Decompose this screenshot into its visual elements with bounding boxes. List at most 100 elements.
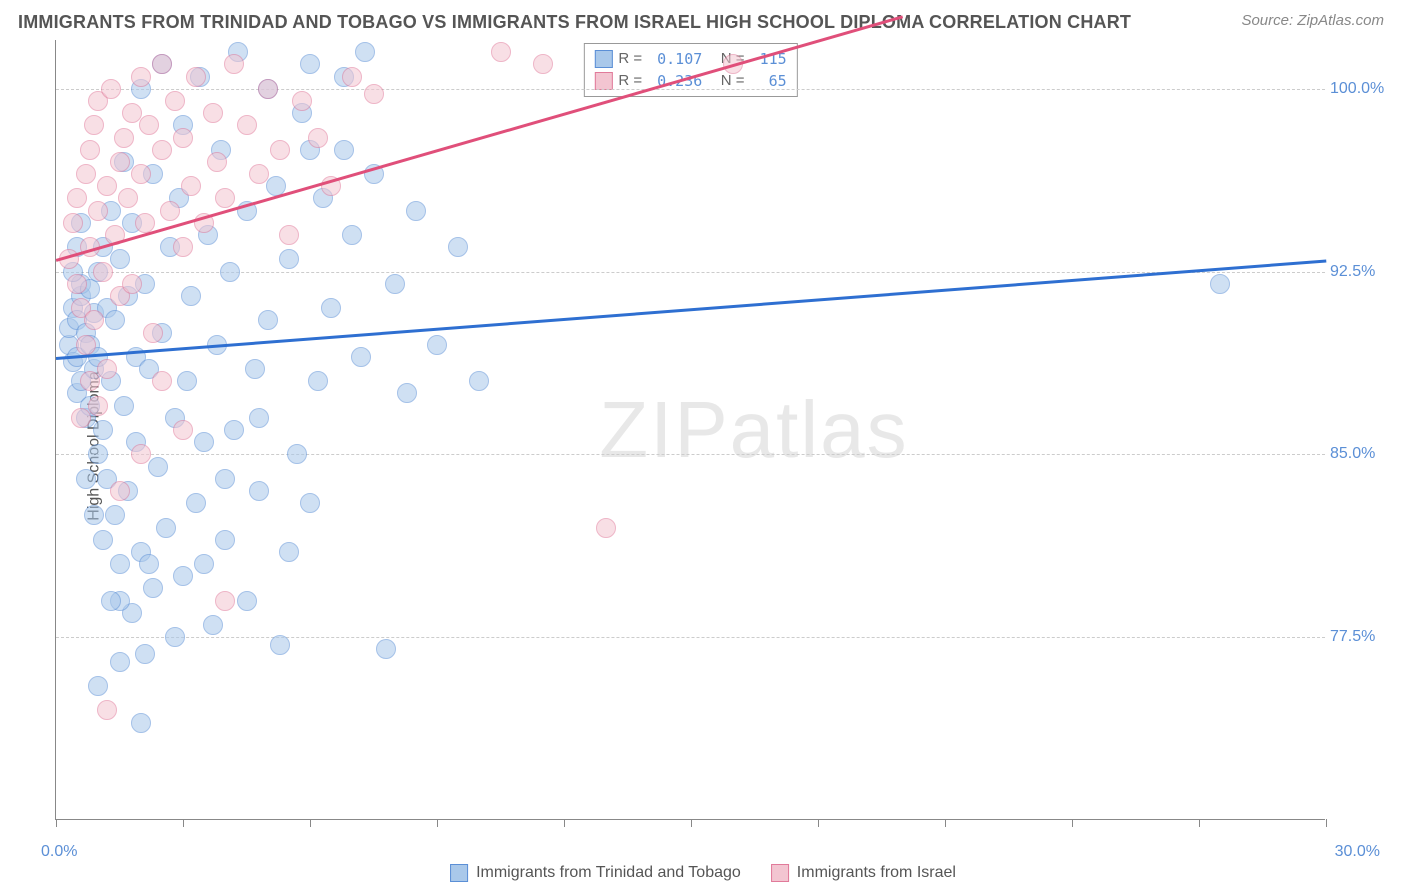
scatter-point: [1210, 274, 1230, 294]
scatter-point: [173, 420, 193, 440]
scatter-point: [110, 249, 130, 269]
scatter-point: [114, 128, 134, 148]
scatter-point: [249, 481, 269, 501]
y-tick-label: 77.5%: [1330, 628, 1400, 646]
scatter-point: [156, 518, 176, 538]
scatter-point: [203, 615, 223, 635]
scatter-point: [300, 493, 320, 513]
scatter-point: [131, 713, 151, 733]
scatter-point: [97, 700, 117, 720]
scatter-point: [97, 359, 117, 379]
scatter-point: [245, 359, 265, 379]
y-tick-label: 85.0%: [1330, 445, 1400, 463]
scatter-point: [165, 627, 185, 647]
scatter-point: [131, 444, 151, 464]
scatter-point: [224, 54, 244, 74]
scatter-point: [80, 140, 100, 160]
scatter-point: [321, 298, 341, 318]
x-axis-max-label: 30.0%: [1335, 843, 1380, 861]
scatter-point: [596, 518, 616, 538]
scatter-point: [194, 554, 214, 574]
scatter-point: [88, 676, 108, 696]
scatter-point: [491, 42, 511, 62]
scatter-point: [131, 164, 151, 184]
scatter-point: [76, 335, 96, 355]
scatter-point: [406, 201, 426, 221]
scatter-point: [308, 371, 328, 391]
scatter-point: [114, 396, 134, 416]
scatter-point: [376, 639, 396, 659]
scatter-point: [110, 554, 130, 574]
x-tick: [1072, 819, 1073, 827]
scatter-point: [152, 54, 172, 74]
scatter-point: [207, 152, 227, 172]
r-value: 0.107: [648, 48, 702, 70]
scatter-point: [469, 371, 489, 391]
plot-area: ZIPatlas R = 0.107 N = 115R = 0.236 N = …: [55, 40, 1325, 820]
scatter-point: [139, 115, 159, 135]
scatter-point: [135, 644, 155, 664]
scatter-point: [93, 262, 113, 282]
scatter-point: [355, 42, 375, 62]
scatter-point: [143, 323, 163, 343]
y-tick-label: 92.5%: [1330, 263, 1400, 281]
scatter-point: [143, 578, 163, 598]
legend-bottom: Immigrants from Trinidad and Tobago Immig…: [450, 864, 956, 882]
scatter-point: [165, 91, 185, 111]
legend-item: Immigrants from Trinidad and Tobago: [450, 864, 741, 882]
legend-label: Immigrants from Trinidad and Tobago: [476, 864, 741, 882]
scatter-point: [173, 128, 193, 148]
x-tick: [564, 819, 565, 827]
scatter-point: [173, 237, 193, 257]
scatter-point: [292, 91, 312, 111]
scatter-point: [194, 432, 214, 452]
scatter-point: [76, 164, 96, 184]
scatter-point: [215, 591, 235, 611]
x-tick: [183, 819, 184, 827]
x-tick: [691, 819, 692, 827]
scatter-point: [88, 201, 108, 221]
x-tick: [945, 819, 946, 827]
scatter-point: [97, 176, 117, 196]
scatter-point: [105, 505, 125, 525]
scatter-point: [101, 591, 121, 611]
scatter-point: [67, 274, 87, 294]
scatter-point: [397, 383, 417, 403]
scatter-point: [279, 225, 299, 245]
scatter-point: [220, 262, 240, 282]
scatter-point: [160, 201, 180, 221]
scatter-point: [249, 164, 269, 184]
scatter-point: [186, 67, 206, 87]
scatter-point: [203, 103, 223, 123]
scatter-point: [110, 652, 130, 672]
scatter-point: [300, 54, 320, 74]
scatter-point: [270, 635, 290, 655]
scatter-point: [105, 310, 125, 330]
scatter-point: [249, 408, 269, 428]
scatter-point: [71, 408, 91, 428]
scatter-point: [63, 213, 83, 233]
scatter-point: [148, 457, 168, 477]
scatter-point: [279, 249, 299, 269]
scatter-point: [84, 505, 104, 525]
gridline: [56, 272, 1325, 273]
scatter-point: [334, 140, 354, 160]
scatter-point: [215, 188, 235, 208]
scatter-point: [93, 420, 113, 440]
scatter-point: [181, 286, 201, 306]
legend-swatch: [450, 864, 468, 882]
scatter-point: [93, 530, 113, 550]
scatter-point: [533, 54, 553, 74]
scatter-point: [135, 213, 155, 233]
scatter-point: [88, 444, 108, 464]
scatter-point: [342, 225, 362, 245]
legend-item: Immigrants from Israel: [771, 864, 956, 882]
x-tick: [1326, 819, 1327, 827]
scatter-point: [224, 420, 244, 440]
scatter-point: [118, 188, 138, 208]
watermark: ZIPatlas: [599, 384, 908, 476]
legend-swatch: [594, 50, 612, 68]
scatter-point: [427, 335, 447, 355]
x-tick: [818, 819, 819, 827]
gridline: [56, 454, 1325, 455]
